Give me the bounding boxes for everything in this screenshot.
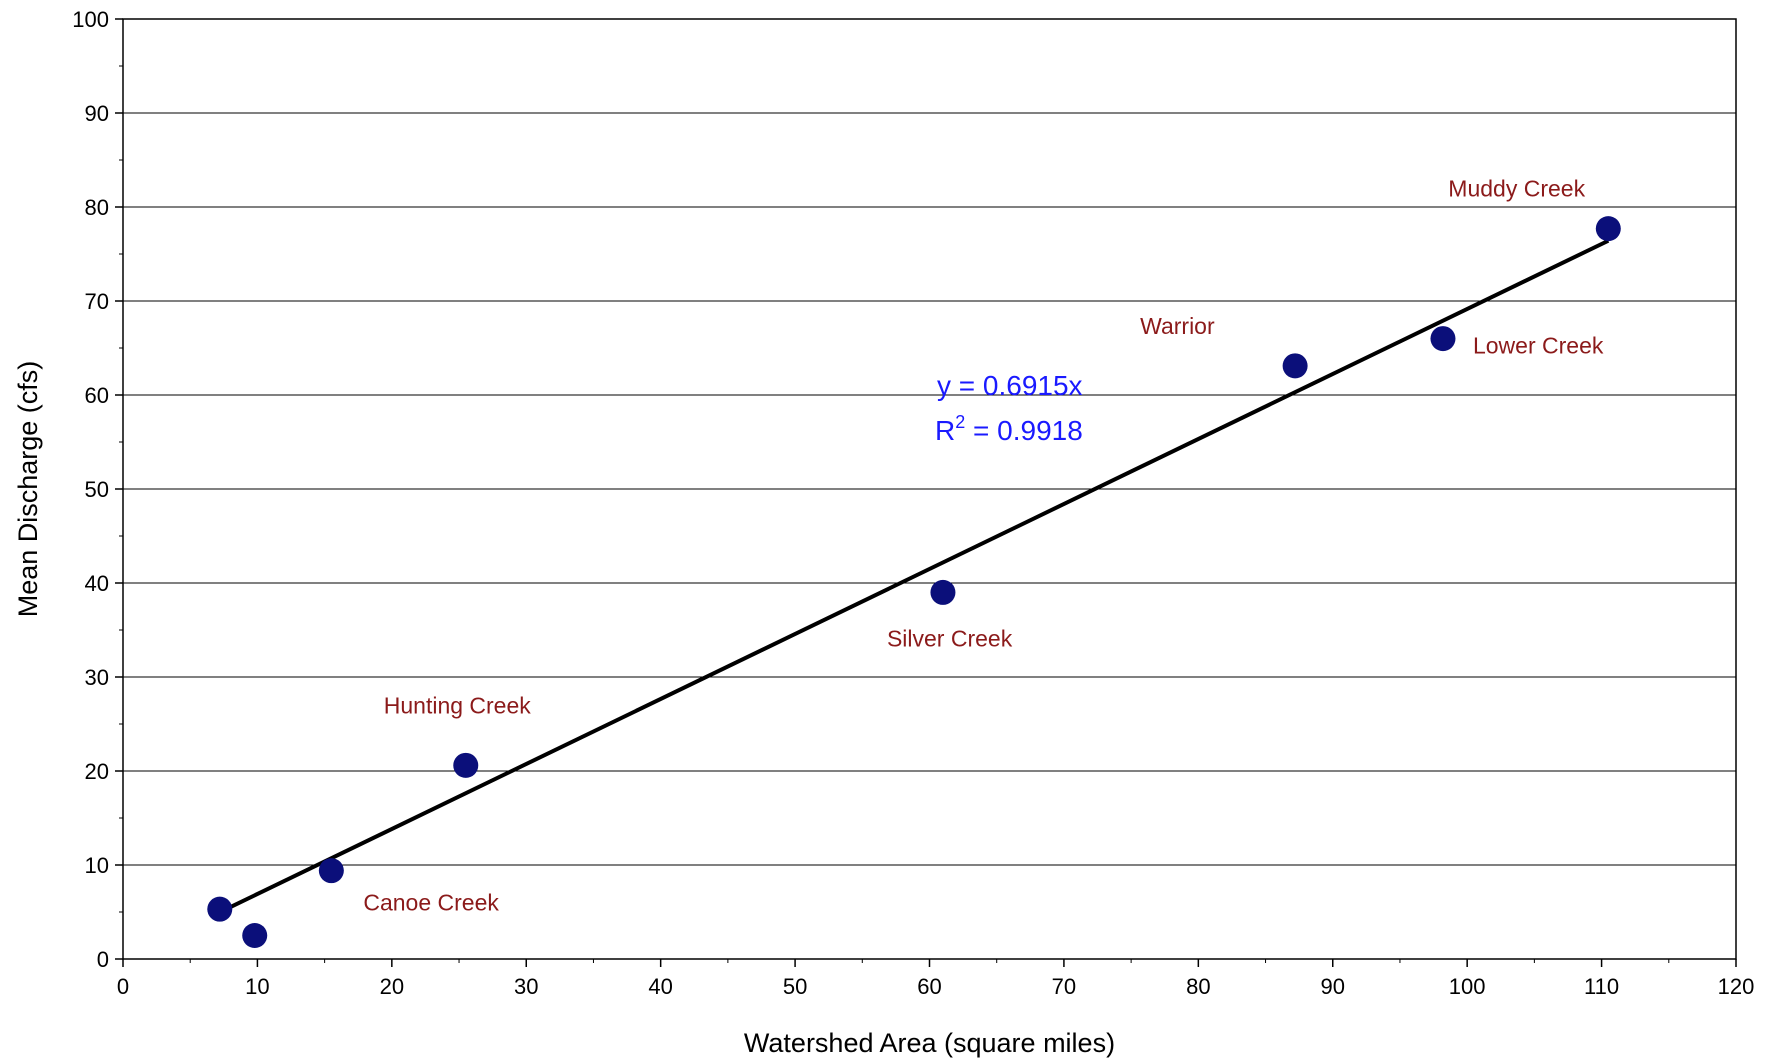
x-tick-label: 60 [917,974,941,999]
data-point [318,858,344,884]
x-tick-label: 70 [1052,974,1076,999]
trendline [218,238,1610,914]
point-label: Warrior [1140,313,1215,339]
x-tick-label: 20 [380,974,404,999]
x-axis-title: Watershed Area (square miles) [744,1028,1115,1058]
point-label: Canoe Creek [363,890,499,916]
axis-ticks: 0 10 20 30 40 50 60 70 80 90 100 0 10 20 30 40 50 60 70 80 9… [72,7,1754,999]
x-tick-label: 50 [783,974,807,999]
y-tick-label: 10 [85,853,109,878]
y-tick-label: 0 [97,947,109,972]
r-squared-superscript: 2 [955,412,965,432]
y-tick-label: 80 [85,195,109,220]
r-squared-value: = 0.9918 [965,415,1083,446]
point-label: Muddy Creek [1448,176,1585,202]
data-point [1282,353,1308,379]
data-points [207,216,1621,948]
gridlines [123,112,1736,866]
x-tick-label: 80 [1186,974,1210,999]
data-point [1430,326,1456,352]
x-tick-label: 90 [1321,974,1345,999]
x-tick-label: 110 [1584,974,1619,999]
data-point [453,752,479,778]
trendline-group [218,238,1610,914]
point-label: Silver Creek [887,625,1013,651]
x-tick-label: 100 [1449,974,1486,999]
x-tick-label: 120 [1718,974,1755,999]
point-labels: Canoe Creek Hunting Creek Silver Creek Warr… [363,176,1604,916]
y-tick-label: 20 [85,759,109,784]
data-point [242,923,268,948]
x-tick-label: 40 [648,974,672,999]
r-squared-prefix: R [935,415,955,446]
point-label: Lower Creek [1473,333,1604,359]
point-label: Hunting Creek [384,692,532,718]
y-tick-label: 60 [85,383,109,408]
data-point [930,579,956,605]
r-squared-label: R2 = 0.9918 [935,412,1083,446]
data-point [207,896,233,922]
trendline-equation: y = 0.6915x [937,370,1083,401]
data-point [1595,216,1621,242]
y-tick-label: 40 [85,571,109,596]
x-tick-label: 0 [117,974,129,999]
x-tick-label: 30 [514,974,538,999]
y-axis-title: Mean Discharge (cfs) [13,361,43,618]
y-tick-label: 100 [72,7,109,32]
y-tick-label: 30 [85,665,109,690]
y-tick-label: 90 [85,101,109,126]
y-tick-label: 70 [85,289,109,314]
x-tick-label: 10 [245,974,269,999]
y-tick-label: 50 [85,477,109,502]
